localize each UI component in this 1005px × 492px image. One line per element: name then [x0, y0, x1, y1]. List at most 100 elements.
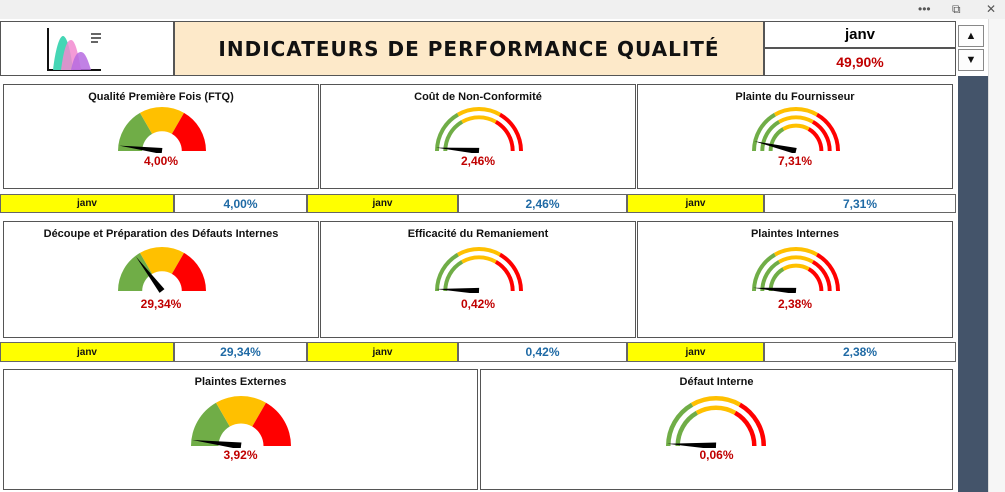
summary-value-cell: 29,34% — [174, 342, 307, 362]
gauge-ring-segment — [738, 402, 766, 447]
restore-window-icon[interactable]: ⧉ — [952, 2, 961, 16]
close-window-icon[interactable]: ✕ — [986, 2, 997, 16]
overall-percentage: 49,90% — [764, 48, 956, 76]
gauge-ring-segment — [443, 260, 464, 292]
summary-month-cell: janv — [307, 342, 458, 362]
gauge-value: 4,00% — [143, 154, 179, 168]
gauge-ring-segment — [443, 120, 464, 152]
gauge-ring-segment — [752, 252, 777, 292]
gauge-ring-segment — [768, 267, 785, 292]
panel-title: Défaut Interne — [679, 376, 754, 388]
chart-logo-icon — [47, 28, 101, 71]
summary-value-cell: 4,00% — [174, 194, 307, 213]
gauge-ring-segment — [815, 112, 840, 152]
gauge-segment — [216, 396, 266, 427]
gauge-needle — [135, 256, 165, 293]
window-title-bar: ••• ⧉ ✕ — [0, 0, 1005, 19]
panel-ftq: Qualité Première Fois (FTQ) 4,00% — [3, 84, 319, 189]
gauge-ring-segment — [807, 267, 824, 292]
month-spin-down-button[interactable]: ▼ — [958, 49, 984, 71]
gauge-ring-segment — [774, 107, 818, 117]
gauge-segment — [171, 112, 206, 151]
panel-title: Plainte du Fournisseur — [735, 91, 855, 103]
gauge-needle — [753, 287, 797, 293]
gauge-ring-segment — [811, 260, 832, 292]
panel-defaut-interne: Défaut Interne 0,06% — [480, 369, 953, 490]
gauge-segment — [140, 247, 184, 274]
summary-value-cell: 0,42% — [458, 342, 627, 362]
gauge-segment — [118, 252, 153, 291]
page-title: INDICATEURS DE PERFORMANCE QUALITÉ — [218, 36, 720, 61]
gauge-ring-segment — [782, 263, 810, 271]
panel-title: Découpe et Préparation des Défauts Inter… — [43, 228, 279, 240]
gauge-ring-segment — [435, 252, 460, 292]
gauge-ring-segment — [457, 247, 501, 257]
gauge-ring-segment — [498, 112, 523, 152]
dashboard-title-box: INDICATEURS DE PERFORMANCE QUALITÉ — [174, 21, 764, 76]
gauge-needle — [436, 147, 480, 153]
panel-decoupe-preparation: Découpe et Préparation des Défauts Inter… — [3, 221, 319, 338]
gauge-ring-segment — [760, 120, 781, 152]
side-panel — [958, 76, 988, 492]
gauge-segment — [171, 252, 206, 291]
gauge-ring-segment — [778, 255, 814, 264]
gauge-ring-segment — [733, 410, 757, 447]
gauge-ring-segment — [461, 115, 497, 124]
gauge-segment — [191, 402, 230, 446]
month-spin-up-button[interactable]: ▲ — [958, 25, 984, 47]
gauge-needle — [119, 145, 163, 153]
gauge-ring-segment — [457, 107, 501, 117]
gauge-ring-segment — [778, 115, 814, 124]
gauge-needle — [435, 287, 480, 293]
gauge-ring-segment — [675, 410, 699, 447]
gauge-segment — [118, 112, 153, 151]
panel-title: Coût de Non-Conformité — [414, 91, 542, 103]
gauge-ring-segment — [782, 123, 810, 131]
gauge-value: 0,06% — [699, 448, 734, 462]
summary-month-cell: janv — [627, 342, 764, 362]
gauge-value: 3,92% — [223, 448, 258, 462]
summary-month-cell: janv — [627, 194, 764, 213]
more-options-icon[interactable]: ••• — [918, 2, 931, 16]
gauge-cout-non-conformite — [435, 107, 523, 153]
panel-title: Plaintes Externes — [194, 376, 287, 388]
summary-month-cell: janv — [307, 194, 458, 213]
panel-efficacite-remaniement: Efficacité du Remaniement 0,42% — [320, 221, 636, 338]
gauge-ring-segment — [691, 396, 741, 407]
gauge-ring-segment — [768, 127, 785, 152]
panel-plainte-fournisseur: Plainte du Fournisseur 7,31% — [637, 84, 953, 189]
vertical-scrollbar[interactable] — [988, 19, 1005, 492]
gauge-value: 2,46% — [460, 154, 496, 168]
gauge-ring-segment — [695, 405, 737, 415]
gauge-value: 0,42% — [460, 297, 496, 311]
summary-month-cell: janv — [0, 194, 174, 213]
gauge-needle — [667, 442, 717, 448]
gauge-decoupe-preparation — [118, 247, 206, 293]
gauge-ring-segment — [807, 127, 824, 152]
panel-plaintes-internes: Plaintes Internes 2,38% — [637, 221, 953, 338]
gauge-ring-segment — [498, 252, 523, 292]
logo-box — [0, 21, 174, 76]
summary-month-cell: janv — [0, 342, 174, 362]
gauge-value: 2,38% — [777, 297, 813, 311]
gauge-ring-segment — [815, 252, 840, 292]
gauge-needle — [192, 439, 242, 448]
gauge-defaut-interne — [666, 396, 766, 448]
gauge-ftq — [118, 107, 206, 153]
summary-value-cell: 2,38% — [764, 342, 956, 362]
gauge-segment — [140, 107, 184, 134]
gauge-plainte-fournisseur — [752, 107, 840, 153]
gauge-value: 29,34% — [140, 297, 182, 311]
gauge-efficacite-remaniement — [435, 247, 523, 293]
gauge-ring-segment — [811, 120, 832, 152]
panel-title: Qualité Première Fois (FTQ) — [88, 91, 234, 103]
panel-title: Plaintes Internes — [750, 228, 840, 240]
gauge-ring-segment — [666, 402, 694, 447]
gauge-ring-segment — [752, 112, 777, 152]
summary-value-cell: 7,31% — [764, 194, 956, 213]
panel-plaintes-externes: Plaintes Externes 3,92% — [3, 369, 478, 490]
gauge-needle — [754, 141, 797, 153]
summary-value-cell: 2,46% — [458, 194, 627, 213]
selected-month: janv — [764, 21, 956, 48]
panel-cout-non-conformite: Coût de Non-Conformité 2,46% — [320, 84, 636, 189]
